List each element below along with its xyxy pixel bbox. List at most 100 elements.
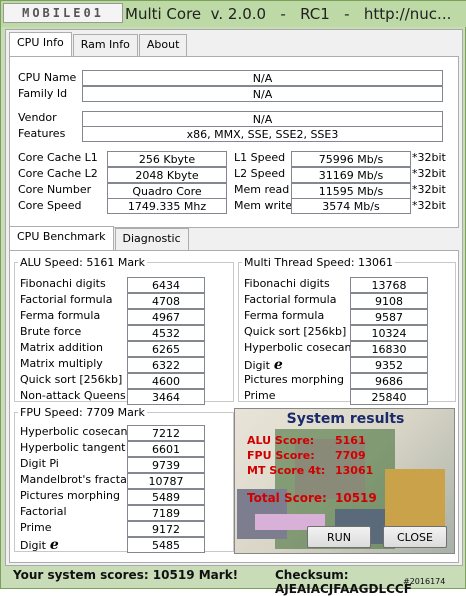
fpu-item-label: Hyperbolic cosecant [20, 425, 132, 438]
multi-item-label: Ferma formula [244, 309, 324, 322]
l2-speed-value: 31169 Mb/s [291, 167, 411, 183]
multi-item-label: Quick sort [256kb] [244, 325, 346, 338]
fpu-item-label-text: Hyperbolic cosecant [20, 425, 132, 438]
core-number-value: Quadro Core [107, 183, 227, 199]
fpu-item-value: 6601 [127, 441, 205, 457]
multi-item-value: 13768 [350, 277, 428, 293]
multi-item-label: Hyperbolic cosecant [244, 341, 356, 354]
fpu-item-value: 7212 [127, 425, 205, 441]
fpu-score-value: 7709 [335, 449, 366, 462]
alu-item-label-text: Brute force [20, 325, 82, 338]
l2-speed-ext: *32bit [412, 167, 446, 180]
alu-item-label: Factorial formula [20, 293, 112, 306]
alu-item-label: Brute force [20, 325, 81, 338]
tab-cpu-info[interactable]: CPU Info [9, 32, 72, 56]
tab-diagnostic[interactable]: Diagnostic [114, 228, 189, 250]
multi-item-label: Fibonachi digits [244, 277, 330, 290]
multi-item-label-text: Ferma formula [244, 309, 325, 322]
main-tabs: CPU Info Ram Info About [9, 32, 188, 58]
multi-thread-title: Multi Thread Speed: 13061 [242, 256, 396, 269]
title-bar[interactable]: MOBILE01 Multi Core v. 2.0.0 - RC1 - htt… [1, 1, 466, 27]
fpu-item-label-text: Prime [20, 521, 52, 534]
status-bar: Your system scores: 10519 Mark! Checksum… [5, 566, 463, 596]
vendor-value: N/A [82, 111, 443, 127]
fpu-item-value: 10787 [127, 473, 205, 489]
close-button[interactable]: CLOSE [383, 526, 447, 548]
alu-item-label: Fibonachi digits [20, 277, 106, 290]
multi-item-value: 9108 [350, 293, 428, 309]
total-score-value: 10519 [335, 491, 377, 505]
fpu-item-value: 5485 [127, 537, 205, 553]
alu-item-value: 6322 [127, 357, 205, 373]
multi-item-label-text: Factorial formula [244, 293, 337, 306]
mt-score-value: 13061 [335, 464, 374, 477]
l1-speed-value: 75996 Mb/s [291, 151, 411, 167]
bench-tabs: CPU Benchmark Diagnostic [9, 226, 190, 252]
features-label: Features [18, 127, 66, 140]
mem-read-ext: *32bit [412, 183, 446, 196]
cpu-name-value: N/A [82, 70, 443, 86]
alu-item-label-text: Non-attack Queens [20, 389, 126, 402]
tab-ram-info[interactable]: Ram Info [72, 34, 138, 56]
mem-write-label: Mem write [234, 199, 293, 212]
fpu-speed-title: FPU Speed: 7709 Mark [18, 406, 147, 419]
alu-score-label: ALU Score: [247, 434, 315, 447]
core-cache-l2-label: Core Cache L2 [18, 167, 98, 180]
fpu-item-value: 5489 [127, 489, 205, 505]
multi-item-value: 16830 [350, 341, 428, 357]
system-scores-text: Your system scores: 10519 Mark! [13, 568, 239, 582]
run-button[interactable]: RUN [307, 526, 371, 548]
multi-item-label: Pictures morphing [244, 373, 344, 386]
core-number-label: Core Number [18, 183, 92, 196]
core-cache-l1-value: 256 Kbyte [107, 151, 227, 167]
client-area: CPU Info Ram Info About CPU Name N/A Fam… [5, 29, 463, 566]
alu-item-value: 6434 [127, 277, 205, 293]
multi-item-label-text: Pictures morphing [244, 373, 344, 386]
mobile01-logo: MOBILE01 [3, 3, 123, 23]
vendor-label: Vendor [18, 111, 57, 124]
tab-about[interactable]: About [138, 34, 188, 56]
alu-item-value: 4708 [127, 293, 205, 309]
fpu-item-label-text: Digit [20, 539, 46, 552]
core-cache-l2-value: 2048 Kbyte [107, 167, 227, 183]
multi-item-label-text: Hyperbolic cosecant [244, 341, 356, 354]
fpu-item-label: Digit Pi [20, 457, 59, 470]
fpu-item-label: Digit e [20, 537, 59, 553]
l1-speed-label: L1 Speed [234, 151, 286, 164]
system-results-title: System results [286, 411, 405, 427]
alu-item-value: 6265 [127, 341, 205, 357]
multi-item-label: Prime [244, 389, 276, 402]
mem-write-ext: *32bit [412, 199, 446, 212]
alu-item-value: 3464 [127, 389, 205, 405]
total-score-label: Total Score: [247, 491, 327, 505]
cpu-benchmark-panel: ALU Speed: 5161 Mark Fibonachi digits 643… [9, 250, 459, 563]
alu-item-label-text: Matrix multiply [20, 357, 103, 370]
alu-item-label-text: Matrix addition [20, 341, 103, 354]
fpu-item-label: Hyperbolic tangent [20, 441, 125, 454]
family-id-label: Family Id [18, 87, 68, 100]
multi-item-value: 10324 [350, 325, 428, 341]
core-cache-l1-label: Core Cache L1 [18, 151, 98, 164]
alu-score-value: 5161 [335, 434, 366, 447]
cpu-info-panel: CPU Name N/A Family Id N/A Vendor N/A Fe… [9, 56, 459, 228]
fpu-item-label: Pictures morphing [20, 489, 120, 502]
fpu-item-value: 7189 [127, 505, 205, 521]
core-speed-value: 1749.335 Mhz [107, 198, 227, 214]
mem-read-label: Mem read [234, 183, 290, 196]
multi-item-value: 9352 [350, 357, 428, 373]
mem-write-value: 3574 Mb/s [291, 198, 411, 214]
multi-item-value: 9686 [350, 373, 428, 389]
fpu-item-label-text: Digit Pi [20, 457, 59, 470]
multi-item-value: 9587 [350, 309, 428, 325]
euler-e-symbol: e [273, 357, 283, 373]
multi-item-label-text: Prime [244, 389, 276, 402]
alu-item-label: Non-attack Queens [20, 389, 126, 402]
fpu-item-label: Factorial [20, 505, 67, 518]
family-id-value: N/A [82, 86, 443, 102]
multi-item-label-text: Fibonachi digits [244, 277, 330, 290]
system-results-panel: System results ALU Score: 5161 FPU Score… [234, 408, 455, 554]
tab-cpu-benchmark[interactable]: CPU Benchmark [9, 226, 114, 250]
alu-item-value: 4600 [127, 373, 205, 389]
alu-speed-title: ALU Speed: 5161 Mark [18, 256, 147, 269]
mt-score-label: MT Score 4t: [247, 464, 326, 477]
